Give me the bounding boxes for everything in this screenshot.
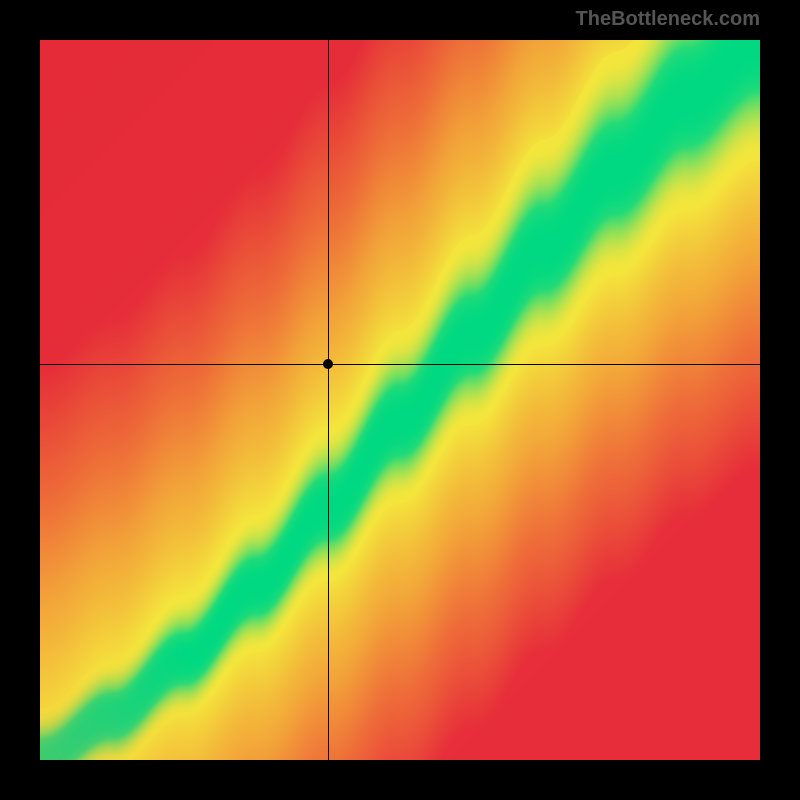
watermark-text: TheBottleneck.com (576, 8, 760, 31)
figure-container: TheBottleneck.com (0, 0, 800, 800)
plot-area (40, 40, 760, 760)
heatmap-canvas (40, 40, 760, 760)
